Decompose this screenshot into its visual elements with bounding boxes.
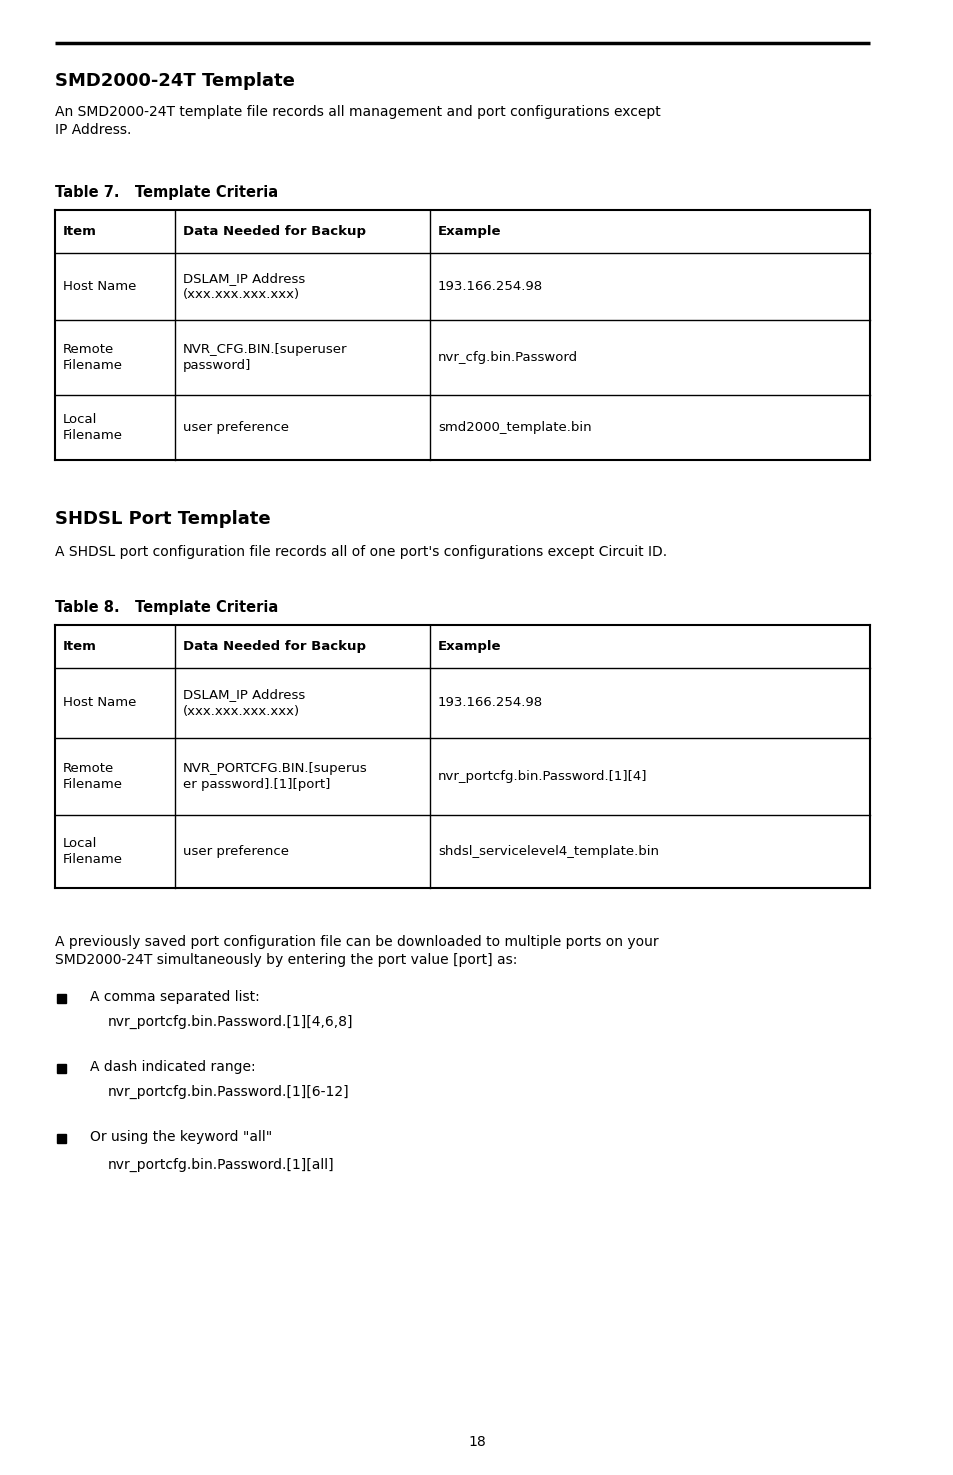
Text: SMD2000-24T simultaneously by entering the port value [port] as:: SMD2000-24T simultaneously by entering t…: [55, 953, 517, 968]
Text: An SMD2000-24T template file records all management and port configurations exce: An SMD2000-24T template file records all…: [55, 105, 660, 119]
Text: DSLAM_IP Address
(xxx.xxx.xxx.xxx): DSLAM_IP Address (xxx.xxx.xxx.xxx): [183, 689, 305, 718]
Text: user preference: user preference: [183, 420, 289, 434]
Text: DSLAM_IP Address
(xxx.xxx.xxx.xxx): DSLAM_IP Address (xxx.xxx.xxx.xxx): [183, 271, 305, 301]
Text: Data Needed for Backup: Data Needed for Backup: [183, 226, 366, 237]
Text: nvr_portcfg.bin.Password.[1][4,6,8]: nvr_portcfg.bin.Password.[1][4,6,8]: [108, 1015, 354, 1030]
Text: A SHDSL port configuration file records all of one port's configurations except : A SHDSL port configuration file records …: [55, 544, 666, 559]
Text: nvr_portcfg.bin.Password.[1][6-12]: nvr_portcfg.bin.Password.[1][6-12]: [108, 1086, 349, 1099]
Text: NVR_PORTCFG.BIN.[superus
er password].[1][port]: NVR_PORTCFG.BIN.[superus er password].[1…: [183, 761, 367, 791]
Text: Remote
Filename: Remote Filename: [63, 342, 123, 372]
Text: Table 8.   Template Criteria: Table 8. Template Criteria: [55, 600, 278, 615]
Text: NVR_CFG.BIN.[superuser
password]: NVR_CFG.BIN.[superuser password]: [183, 342, 347, 372]
Text: Host Name: Host Name: [63, 696, 136, 709]
Text: Host Name: Host Name: [63, 280, 136, 294]
Text: SMD2000-24T Template: SMD2000-24T Template: [55, 72, 294, 90]
Text: Table 7.   Template Criteria: Table 7. Template Criteria: [55, 184, 278, 201]
Text: A previously saved port configuration file can be downloaded to multiple ports o: A previously saved port configuration fi…: [55, 935, 658, 948]
Text: SHDSL Port Template: SHDSL Port Template: [55, 510, 271, 528]
Text: Local
Filename: Local Filename: [63, 836, 123, 866]
Text: user preference: user preference: [183, 845, 289, 858]
Text: Local
Filename: Local Filename: [63, 413, 123, 442]
Text: Item: Item: [63, 226, 97, 237]
Text: A comma separated list:: A comma separated list:: [90, 990, 259, 1004]
Text: Example: Example: [437, 640, 501, 653]
Text: smd2000_template.bin: smd2000_template.bin: [437, 420, 591, 434]
Text: 193.166.254.98: 193.166.254.98: [437, 696, 542, 709]
Bar: [57, 1063, 66, 1072]
Text: A dash indicated range:: A dash indicated range:: [90, 1061, 255, 1074]
Text: nvr_cfg.bin.Password: nvr_cfg.bin.Password: [437, 351, 578, 364]
Text: nvr_portcfg.bin.Password.[1][4]: nvr_portcfg.bin.Password.[1][4]: [437, 770, 647, 783]
Bar: [57, 1134, 66, 1143]
Text: Item: Item: [63, 640, 97, 653]
Text: 18: 18: [468, 1435, 485, 1448]
Bar: [57, 994, 66, 1003]
Text: Example: Example: [437, 226, 501, 237]
Text: 193.166.254.98: 193.166.254.98: [437, 280, 542, 294]
Text: nvr_portcfg.bin.Password.[1][all]: nvr_portcfg.bin.Password.[1][all]: [108, 1158, 335, 1173]
Text: Or using the keyword "all": Or using the keyword "all": [90, 1130, 272, 1145]
Text: Data Needed for Backup: Data Needed for Backup: [183, 640, 366, 653]
Text: Remote
Filename: Remote Filename: [63, 761, 123, 791]
Text: IP Address.: IP Address.: [55, 122, 132, 137]
Text: shdsl_servicelevel4_template.bin: shdsl_servicelevel4_template.bin: [437, 845, 659, 858]
